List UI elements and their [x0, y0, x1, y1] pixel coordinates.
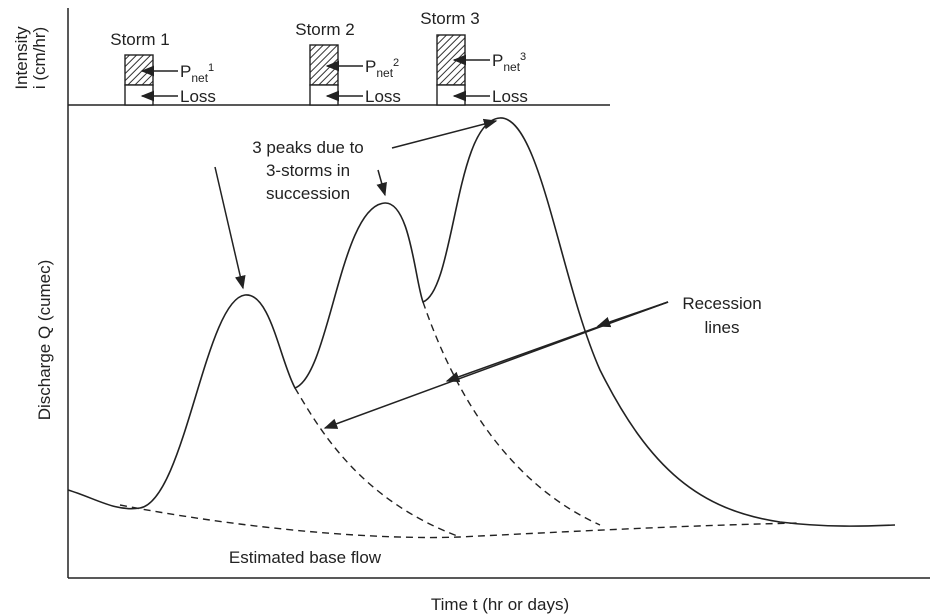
peaks-annotation: succession: [266, 184, 350, 203]
loss-label: Loss: [180, 87, 216, 106]
annotation-arrows: [214, 118, 669, 429]
intensity-label: Intensity: [12, 26, 31, 90]
intensity-label: i (cm/hr): [30, 27, 49, 89]
pnet-label: Pnet1: [180, 62, 214, 85]
pnet-label: Pnet2: [365, 57, 399, 80]
peaks-annotation: 3-storms in: [266, 161, 350, 180]
recession-annotation: lines: [705, 318, 740, 337]
storm-label: Storm 2: [295, 20, 355, 39]
pnet-label: Pnet3: [492, 51, 526, 74]
storm-label: Storm 3: [420, 9, 480, 28]
storm-arrows: [140, 54, 490, 102]
hydrograph-curve: [67, 117, 896, 527]
storm-label: Storm 1: [110, 30, 170, 49]
peaks-annotation: 3 peaks due to: [252, 138, 364, 157]
recession-line: [422, 301, 601, 526]
recession-line: [294, 387, 461, 538]
x-axis-label: Time t (hr or days): [431, 595, 569, 614]
base-flow-label: Estimated base flow: [229, 548, 382, 567]
y-axis-label: Discharge Q (cumec): [35, 260, 54, 421]
base-flow-line: [119, 504, 801, 539]
loss-label: Loss: [492, 87, 528, 106]
recession-annotation: Recession: [682, 294, 761, 313]
storm-boxes: [124, 34, 466, 106]
loss-label: Loss: [365, 87, 401, 106]
